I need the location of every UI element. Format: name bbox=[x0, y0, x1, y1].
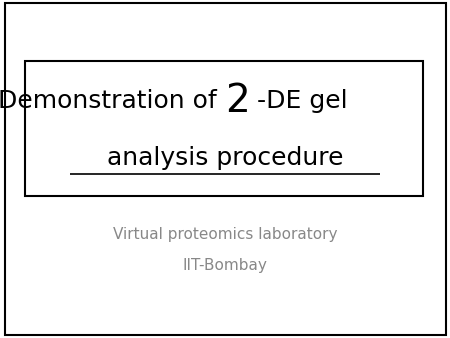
Text: Demonstration of: Demonstration of bbox=[0, 89, 225, 114]
Text: analysis procedure: analysis procedure bbox=[107, 146, 343, 170]
Text: Virtual proteomics laboratory: Virtual proteomics laboratory bbox=[113, 227, 337, 242]
Text: -DE gel: -DE gel bbox=[257, 89, 347, 114]
Text: IIT-Bombay: IIT-Bombay bbox=[183, 258, 267, 273]
Text: 2: 2 bbox=[225, 82, 250, 120]
